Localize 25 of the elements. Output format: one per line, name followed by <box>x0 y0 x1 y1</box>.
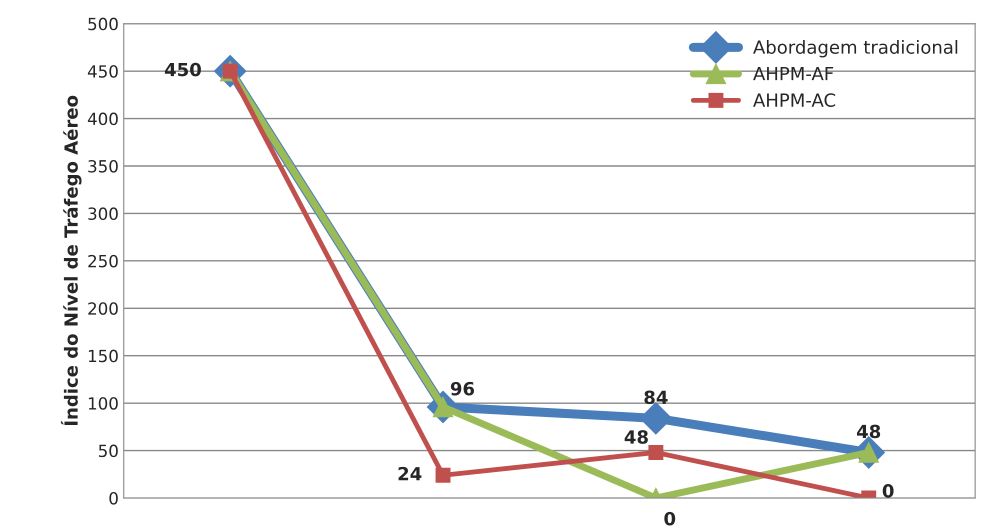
point <box>436 468 450 483</box>
y-tick-label: 250 <box>88 254 118 268</box>
y-tick-label: 150 <box>88 350 118 362</box>
legend-label: Abordagem tradicional <box>753 40 958 58</box>
y-tick-label: 200 <box>88 302 118 315</box>
y-axis-title: Índice do Nível de Tráfego Aéreo <box>60 96 82 426</box>
point <box>648 445 664 460</box>
data-label: 450 <box>164 62 201 76</box>
y-tick-label: 100 <box>88 397 118 410</box>
y-tick-label: 450 <box>88 65 118 78</box>
y-tick-label: 300 <box>88 207 118 220</box>
y-tick-label: 350 <box>88 160 118 173</box>
legend-label: AHPM-AF <box>753 67 834 80</box>
y-tick-label: 400 <box>88 112 118 126</box>
data-label: 96 <box>450 382 474 396</box>
data-label: 0 <box>664 512 676 526</box>
y-tick-label: 500 <box>88 18 118 30</box>
y-tick-label: 50 <box>98 444 118 458</box>
data-label: 0 <box>882 484 894 498</box>
legend-label: AHPM-AC <box>753 93 836 107</box>
data-label: 24 <box>398 466 422 480</box>
data-label: 48 <box>856 424 880 438</box>
y-tick-label: 0 <box>109 492 118 505</box>
data-label: 84 <box>644 390 668 404</box>
data-label: 48 <box>624 430 648 444</box>
